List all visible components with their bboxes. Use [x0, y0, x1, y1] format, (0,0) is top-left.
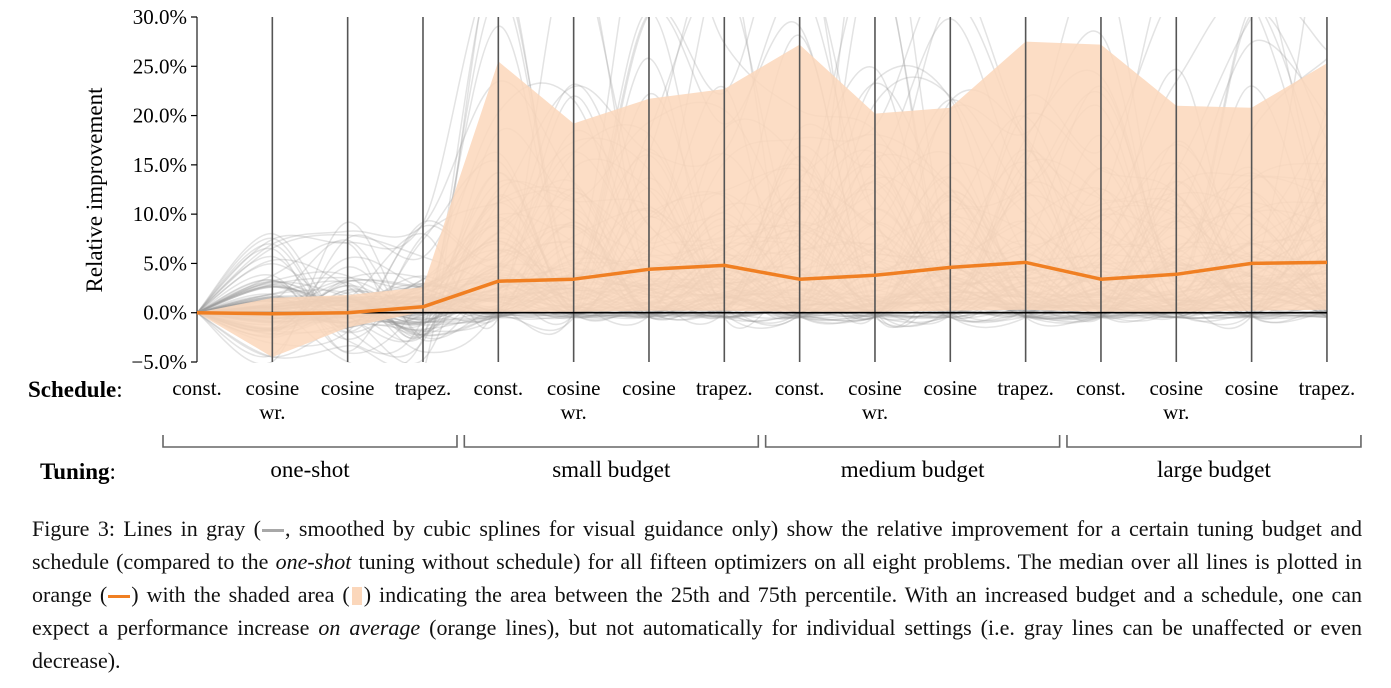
schedule-label: cosine: [321, 376, 375, 400]
tuning-group-label: large budget: [1157, 457, 1272, 482]
schedule-label: wr.: [561, 400, 587, 424]
caption-text-3: tuning without schedule) for all fifteen…: [32, 549, 1363, 607]
schedule-label: wr.: [259, 400, 285, 424]
schedule-label: const.: [775, 376, 825, 400]
y-tick-label: 5.0%: [143, 251, 187, 275]
schedule-label: wr.: [1163, 400, 1189, 424]
caption-text-5: ) indicating the area between the 25th a…: [32, 582, 1363, 640]
caption-text-1: Figure 3: Lines in gray (: [32, 516, 262, 541]
tuning-bracket: [1066, 435, 1362, 448]
chart: −5.0% 0.0% 5.0% 10.0% 15.0% 20.0% 25.0% 30.0% R…: [28, 5, 1362, 484]
schedule-label: const.: [172, 376, 222, 400]
tuning-group-label: small budget: [552, 457, 671, 482]
gray-line-swatch: [262, 529, 285, 533]
tuning-group-label: medium budget: [841, 457, 985, 482]
figure-caption: Figure 3: Lines in gray (, smoothed by c…: [32, 512, 1362, 677]
y-tick-label: −5.0%: [131, 350, 187, 374]
schedule-label: cosine: [246, 376, 300, 400]
schedule-label: const.: [1076, 376, 1126, 400]
schedule-label: cosine: [923, 376, 977, 400]
caption-text-2: , smoothed by cubic splines for visual g…: [32, 516, 1362, 574]
schedule-label: cosine: [1225, 376, 1279, 400]
schedule-label: cosine: [622, 376, 676, 400]
orange-line-swatch: [108, 595, 131, 599]
y-axis-label: Relative improvement: [82, 87, 107, 293]
schedule-label: trapez.: [1299, 376, 1356, 400]
tuning-bracket: [463, 435, 760, 448]
shaded-area-swatch: [351, 587, 362, 605]
schedule-row-label: Schedule:: [28, 377, 123, 402]
y-tick-label: 10.0%: [133, 202, 187, 226]
y-tick-label: 25.0%: [133, 54, 187, 78]
median-line: [196, 260, 1328, 316]
category-gridlines: [196, 17, 1328, 362]
tuning-group-label: one-shot: [270, 457, 350, 482]
y-tick-label: 30.0%: [133, 5, 187, 29]
y-tick-label: 15.0%: [133, 153, 187, 177]
schedule-label: trapez.: [696, 376, 753, 400]
tuning-groups: one-shot small budget medium budget large b…: [162, 435, 1362, 482]
schedule-label: const.: [474, 376, 524, 400]
y-tick-label: 20.0%: [133, 104, 187, 128]
schedule-label: cosine: [547, 376, 601, 400]
y-axis: −5.0% 0.0% 5.0% 10.0% 15.0% 20.0% 25.0% 30.0%: [131, 5, 197, 374]
gray-line: [197, 17, 1328, 347]
schedule-label: wr.: [862, 400, 888, 424]
schedule-label: cosine: [848, 376, 902, 400]
schedule-label: trapez.: [997, 376, 1054, 400]
schedule-label: cosine: [1149, 376, 1203, 400]
schedule-label: trapez.: [395, 376, 452, 400]
tuning-bracket: [162, 435, 458, 448]
caption-text-6: (orange lines), but not automatically fo…: [32, 615, 1362, 673]
y-tick-label: 0.0%: [143, 301, 187, 325]
percentile-band: [197, 41, 1327, 358]
tuning-bracket: [764, 435, 1061, 448]
tuning-row-label: Tuning:: [40, 459, 116, 484]
caption-text-4: ) with the shaded area (: [131, 582, 350, 607]
caption-italic-1: one-shot: [275, 549, 352, 574]
caption-italic-2: on average: [318, 615, 421, 640]
